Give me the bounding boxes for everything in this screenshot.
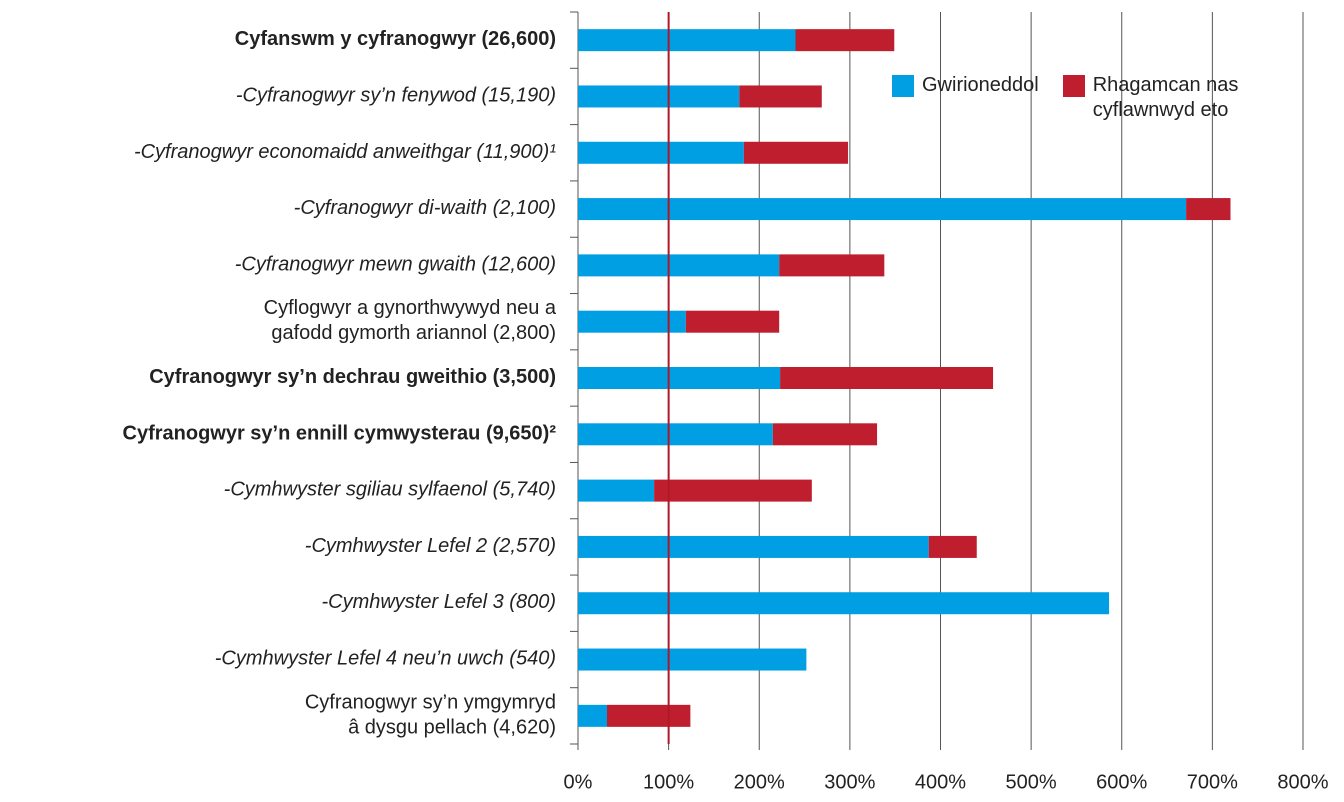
category-label-line: -Cymhwyster Lefel 3 (800) — [321, 592, 556, 614]
category-label-line: gafodd gymorth ariannol (2,800) — [271, 322, 556, 344]
category-label: -Cyfranogwyr mewn gwaith (12,600) — [235, 254, 556, 276]
legend-swatch — [892, 75, 914, 97]
bar-segment — [772, 423, 878, 446]
legend-swatch — [1062, 75, 1085, 97]
category-label-line: Cyfanswm y cyfranogwyr (26,600) — [235, 28, 556, 50]
bar-segment — [607, 704, 691, 727]
category-label-line: Cyflogwyr a gynorthwywyd neu a — [264, 297, 557, 319]
bar-segment — [779, 254, 885, 277]
category-label-line: â dysgu pellach (4,620) — [348, 717, 556, 739]
category-label: Cyfranogwyr sy’n ennill cymwysterau (9,6… — [123, 423, 557, 445]
x-tick-label: 500% — [1006, 771, 1057, 793]
bar-segment — [743, 141, 849, 164]
bar-segment — [1186, 198, 1231, 221]
bar-segment — [578, 310, 686, 333]
x-tick-label: 100% — [643, 771, 694, 793]
bar-segment — [578, 423, 773, 446]
category-label-line: -Cymhwyster sgiliau sylfaenol (5,740) — [224, 479, 556, 501]
x-tick-label: 700% — [1187, 771, 1238, 793]
category-label: Cyfanswm y cyfranogwyr (26,600) — [235, 28, 556, 50]
category-label: -Cymhwyster Lefel 3 (800) — [321, 592, 556, 614]
x-tick-label: 200% — [734, 771, 785, 793]
bar-segment — [578, 704, 607, 727]
bar-segment — [780, 367, 994, 389]
bar-segment — [654, 479, 812, 502]
category-label: Cyfranogwyr sy’n dechrau gweithio (3,500… — [149, 366, 556, 388]
category-label-line: -Cymhwyster Lefel 4 neu’n uwch (540) — [215, 648, 556, 670]
category-label-line: -Cyfranogwyr sy’n fenywod (15,190) — [236, 85, 556, 107]
x-tick-label: 300% — [824, 771, 875, 793]
category-label-line: -Cymhwyster Lefel 2 (2,570) — [305, 535, 556, 557]
category-label: -Cyfranogwyr economaidd anweithgar (11,9… — [134, 141, 556, 163]
bar-segment — [928, 535, 977, 558]
legend: Gwirioneddol Rhagamcan nas cyflawnwyd eto — [892, 73, 1243, 123]
category-label-line: Cyfranogwyr sy’n ymgymryd — [305, 692, 556, 714]
x-tick-label: 800% — [1277, 771, 1328, 793]
x-tick-label: 400% — [915, 771, 966, 793]
bar-segment — [685, 310, 780, 333]
bar-segment — [578, 367, 781, 389]
category-label-line: Cyfranogwyr sy’n dechrau gweithio (3,500… — [149, 366, 556, 388]
category-label-line: Cyfranogwyr sy’n ennill cymwysterau (9,6… — [123, 423, 557, 445]
category-label: -Cyfranogwyr sy’n fenywod (15,190) — [236, 85, 556, 107]
category-label: -Cymhwyster sgiliau sylfaenol (5,740) — [224, 479, 556, 501]
x-tick-label: 0% — [564, 771, 593, 793]
bar-segment — [578, 254, 780, 277]
bar-segment — [578, 592, 1110, 615]
bar-segment — [739, 85, 822, 108]
category-label-line: -Cyfranogwyr economaidd anweithgar (11,9… — [134, 141, 556, 163]
bar-segment — [578, 29, 796, 52]
x-tick-label: 600% — [1096, 771, 1147, 793]
bar-segment — [578, 535, 929, 558]
legend-label: Gwirioneddol — [922, 74, 1039, 96]
category-label: Cyflogwyr a gynorthwywyd neu a gafodd gym… — [264, 297, 557, 344]
category-label: -Cymhwyster Lefel 4 neu’n uwch (540) — [215, 648, 556, 670]
bar-segment — [578, 479, 655, 502]
category-label: -Cyfranogwyr di-waith (2,100) — [294, 197, 556, 219]
category-label: -Cymhwyster Lefel 2 (2,570) — [305, 535, 556, 557]
bar-segment — [795, 29, 895, 52]
category-label-line: -Cyfranogwyr mewn gwaith (12,600) — [235, 254, 556, 276]
category-label: Cyfranogwyr sy’n ymgymryd â dysgu pellach… — [305, 692, 556, 739]
legend-item: Gwirioneddol — [892, 73, 1039, 123]
category-label-line: -Cyfranogwyr di-waith (2,100) — [294, 197, 556, 219]
legend-label: Rhagamcan nas cyflawnwyd eto — [1092, 74, 1239, 121]
legend-item: Rhagamcan nas cyflawnwyd eto — [1062, 73, 1243, 123]
bar-segment — [578, 141, 744, 164]
bar-segment — [578, 85, 740, 108]
bar-segment — [578, 198, 1187, 221]
bar-segment — [578, 648, 807, 671]
